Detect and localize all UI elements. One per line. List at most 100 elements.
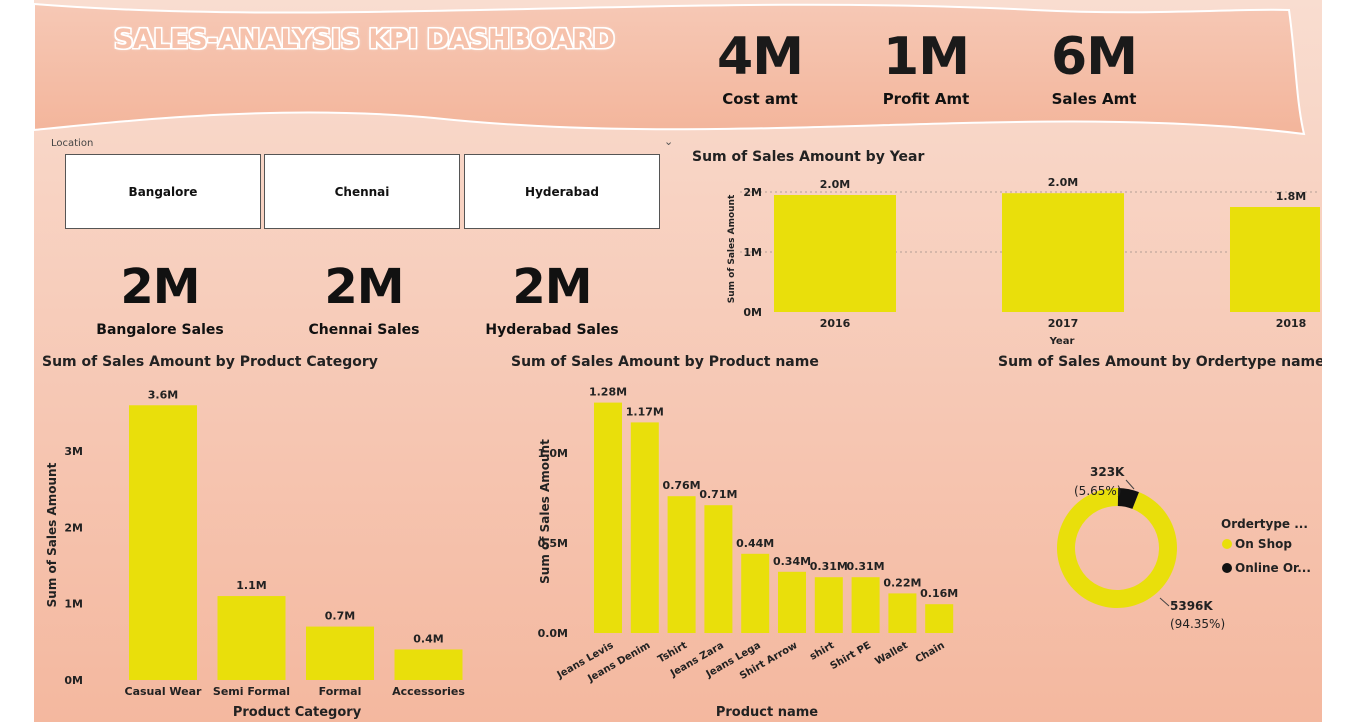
city-kpi-bangalore-label: Bangalore Sales — [96, 322, 224, 338]
donut-label-onshop-pct: (94.35%) — [1170, 617, 1225, 631]
bar-shirt-arrow — [778, 571, 806, 633]
data-label: 0.31M — [847, 560, 885, 573]
category-chart-title: Sum of Sales Amount by Product Category — [42, 354, 378, 370]
x-tick-label: Accessories — [392, 685, 465, 698]
x-axis-label: Year — [1049, 336, 1075, 347]
ordertype-donut-chart: 323K (5.65%) 5396K (94.35%) Ordertype ... On … — [1057, 465, 1311, 631]
chevron-down-icon[interactable]: ⌄ — [664, 135, 674, 148]
city-kpi-chennai-label: Chennai Sales — [308, 322, 420, 338]
x-axis-label: Product name — [716, 705, 818, 720]
kpi-profit-label: Profit Amt — [882, 90, 970, 108]
bar-jeans-lega — [741, 553, 770, 633]
data-label: 1.1M — [236, 579, 266, 592]
data-label: 0.4M — [413, 632, 443, 645]
data-label: 0.16M — [920, 587, 958, 600]
year-chart-title: Sum of Sales Amount by Year — [692, 149, 925, 165]
x-tick-label: 2018 — [1276, 317, 1307, 330]
y-tick-label: 1M — [743, 246, 762, 259]
bar-2017 — [1002, 193, 1124, 312]
x-tick-label: 2017 — [1048, 317, 1079, 330]
data-label: 2.0M — [820, 178, 850, 191]
bar-shirt-pe — [851, 577, 880, 633]
kpi-sales-label: Sales Amt — [1051, 90, 1137, 108]
slicer-option-bangalore[interactable]: Bangalore — [65, 154, 261, 229]
legend-marker — [1222, 539, 1232, 549]
bar-semi-formal — [217, 596, 286, 680]
y-tick-label: 2M — [64, 521, 83, 534]
data-label: 1.28M — [589, 386, 627, 399]
data-label: 3.6M — [148, 388, 178, 401]
x-tick-label: shirt — [808, 640, 836, 663]
y-tick-label: 0M — [743, 306, 762, 319]
data-label: 2.0M — [1048, 176, 1078, 189]
slicer-option-hyderabad[interactable]: Hyderabad — [464, 154, 660, 229]
y-tick-label: 0.5M — [538, 537, 568, 550]
y-tick-label: 0.0M — [538, 627, 568, 640]
legend-item-online-or-: Online Or... — [1235, 561, 1311, 575]
data-label: 0.71M — [699, 488, 737, 501]
city-kpi-hyderabad-value: 2M — [512, 259, 592, 315]
bar-tshirt — [667, 496, 696, 633]
bar-accessories — [394, 649, 463, 680]
header-banner — [34, 2, 1306, 136]
legend-marker — [1222, 563, 1232, 573]
kpi-cost-value: 4M — [717, 27, 804, 87]
city-kpi-hyderabad-label: Hyderabad Sales — [485, 322, 619, 338]
city-kpi-chennai-value: 2M — [324, 259, 404, 315]
donut-leader-onshop — [1159, 597, 1170, 607]
donut-slice-online-or- — [1117, 488, 1139, 509]
x-tick-label: Wallet — [873, 640, 910, 668]
data-label: 0.76M — [663, 479, 701, 492]
kpi-profit: 1M Profit Amt — [870, 30, 982, 108]
bar-casual-wear — [129, 405, 197, 680]
slicer-option-chennai[interactable]: Chennai — [264, 154, 460, 229]
bar-jeans-levis — [594, 402, 622, 633]
bar-formal — [306, 626, 374, 680]
dashboard-canvas: SALES-ANALYSIS KPI DASHBOARD 4M Cost amt… — [34, 0, 1322, 722]
bar-jeans-denim — [630, 422, 659, 633]
y-axis-label: Sum of Sales Amount — [538, 439, 552, 584]
bar-shirt — [814, 577, 843, 633]
kpi-sales: 6M Sales Amt — [1038, 30, 1150, 108]
y-tick-label: 1M — [64, 598, 83, 611]
city-kpi-chennai: 2M Chennai Sales — [264, 262, 464, 338]
kpi-cost: 4M Cost amt — [704, 30, 816, 108]
legend-item-on-shop: On Shop — [1235, 537, 1292, 551]
y-tick-label: 2M — [743, 186, 762, 199]
donut-slice-on-shop — [1057, 488, 1177, 608]
data-label: 1.8M — [1276, 190, 1306, 203]
x-tick-label: Shirt PE — [829, 640, 874, 672]
data-label: 0.31M — [810, 560, 848, 573]
kpi-profit-value: 1M — [883, 27, 970, 87]
dashboard-title: SALES-ANALYSIS KPI DASHBOARD — [114, 24, 615, 55]
city-kpi-bangalore-value: 2M — [120, 259, 200, 315]
bar-jeans-zara — [704, 505, 733, 633]
kpi-sales-value: 6M — [1051, 27, 1138, 87]
x-tick-label: Chain — [914, 640, 947, 665]
category-bar-chart: 0M 1M 2M 3M Sum of Sales Amount 3.6M Casual We… — [45, 388, 465, 720]
y-tick-label: 1.0M — [538, 447, 568, 460]
donut-label-onshop-value: 5396K — [1170, 599, 1213, 613]
x-tick-label: Casual Wear — [125, 685, 203, 698]
year-bar-chart: 0M 1M 2M Sum of Sales Amount 2.0M 2016 2.0M 201… — [727, 176, 1320, 347]
legend-title: Ordertype ... — [1221, 517, 1308, 531]
donut-label-online-value: 323K — [1090, 465, 1125, 479]
location-slicer-label: Location — [51, 138, 94, 149]
donut-label-online-pct: (5.65%) — [1074, 484, 1121, 498]
city-kpi-bangalore: 2M Bangalore Sales — [60, 262, 260, 338]
donut-leader-online — [1125, 479, 1135, 490]
y-tick-label: 3M — [64, 445, 83, 458]
bar-wallet — [888, 593, 917, 633]
x-tick-label: Formal — [319, 685, 362, 698]
y-tick-label: 0M — [64, 674, 83, 687]
city-kpi-hyderabad: 2M Hyderabad Sales — [452, 262, 652, 338]
bar-chain — [925, 604, 954, 633]
data-label: 0.44M — [736, 537, 774, 550]
x-tick-label: Jeans Denim — [585, 640, 652, 685]
ordertype-chart-title: Sum of Sales Amount by Ordertype name — [998, 354, 1322, 370]
data-label: 0.22M — [883, 576, 921, 589]
data-label: 0.34M — [773, 555, 811, 568]
x-tick-label: Semi Formal — [213, 685, 290, 698]
y-axis-label: Sum of Sales Amount — [727, 194, 737, 303]
x-axis-label: Product Category — [233, 705, 362, 720]
